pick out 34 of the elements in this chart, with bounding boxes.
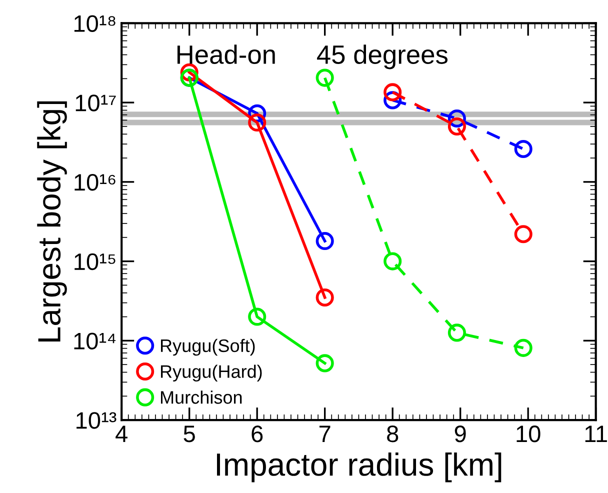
y-tick-label: 10¹³ (76, 412, 116, 429)
legend-label: Ryugu(Soft) (161, 338, 255, 356)
x-tick-label: 5 (184, 426, 195, 442)
x-axis-title: Impactor radius [km] (217, 452, 502, 482)
legend-label: Ryugu(Hard) (161, 364, 262, 382)
point (514, 140, 532, 158)
point (316, 288, 334, 307)
point (448, 117, 466, 136)
point (514, 338, 532, 357)
point (514, 225, 532, 244)
point (248, 308, 266, 326)
x-tick-label: 10 (516, 426, 540, 442)
point (316, 354, 334, 372)
point (384, 83, 402, 102)
point (316, 68, 334, 87)
y-tick-label: 10¹⁸ (74, 15, 116, 32)
y-axis-title: Largest body [kg] (37, 101, 67, 342)
x-tick-label: 6 (252, 426, 263, 442)
point (384, 252, 402, 270)
y-tick-label: 10¹⁷ (76, 94, 116, 112)
annotation: Head-on (177, 44, 275, 64)
legend-label: Murchison (161, 390, 242, 404)
y-tick-label: 10¹⁵ (74, 253, 116, 270)
annotation: 45 degrees (317, 44, 448, 70)
point (248, 114, 266, 132)
x-tick-label: 7 (319, 426, 330, 442)
x-tick-label: 8 (387, 426, 398, 442)
x-tick-label: 4 (116, 426, 128, 442)
point (316, 232, 334, 250)
y-tick-label: 10¹⁴ (74, 332, 116, 350)
x-tick-label: 9 (454, 426, 466, 442)
point (448, 324, 466, 342)
y-tick-label: 10¹⁶ (74, 174, 116, 191)
x-tick-label: 11 (585, 426, 607, 442)
